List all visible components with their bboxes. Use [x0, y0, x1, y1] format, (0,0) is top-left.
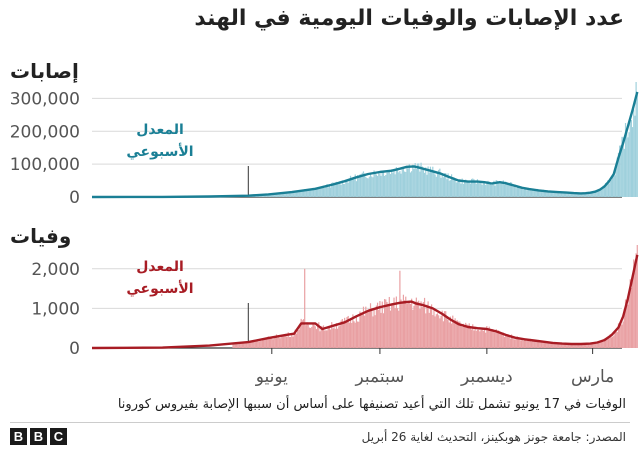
- y-tick-label: 100,000: [10, 155, 80, 175]
- weekly-average-line: [91, 254, 639, 350]
- chart-title: عدد الإصابات والوفيات اليومية في الهند: [194, 6, 624, 31]
- y-tick-label: 300,000: [10, 89, 80, 109]
- footnote: الوفيات في 17 يونيو تشمل تلك التي أعيد ت…: [117, 397, 626, 412]
- x-tick-label: يونيو: [255, 367, 288, 387]
- daily-bars: [232, 245, 638, 348]
- x-tick-label: ديسمبر: [460, 367, 513, 387]
- annotation-label: المعدل: [136, 122, 184, 138]
- annotation-label: الأسبوعي: [126, 143, 193, 160]
- bbc-logo-letter: B: [10, 428, 27, 445]
- weekly-average-line: [91, 91, 639, 199]
- x-axis: يونيو سبتمبر ديسمبر مارس: [255, 348, 614, 387]
- y-tick-label: 200,000: [10, 122, 80, 142]
- panel-title: إصابات: [10, 59, 79, 83]
- x-tick-label: سبتمبر: [354, 367, 404, 387]
- y-tick-label: 1,000: [31, 299, 80, 319]
- bbc-logo-letter: B: [30, 428, 47, 445]
- y-tick-label: 2,000: [31, 260, 80, 280]
- deaths-panel: 0 1,000 2,000 وفيات المعدل الأسبوعي: [10, 224, 639, 359]
- y-tick-label: 0: [69, 188, 80, 208]
- x-tick-label: مارس: [571, 367, 614, 387]
- y-tick-label: 0: [69, 339, 80, 359]
- panel-title: وفيات: [10, 224, 71, 248]
- source-note: المصدر: جامعة جونز هوبكينز، التحديث لغاي…: [361, 430, 626, 444]
- bbc-logo-letter: C: [50, 428, 67, 445]
- chart-canvas: 0 100,000 200,000 300,000 إصابات المعدل الأسبو…: [10, 59, 639, 387]
- bbc-logo: B B C: [10, 428, 67, 445]
- annotation-label: المعدل: [136, 259, 184, 275]
- footer-divider: [10, 422, 630, 423]
- daily-bars: [232, 82, 638, 197]
- cases-panel: 0 100,000 200,000 300,000 إصابات المعدل الأسبو…: [10, 59, 639, 208]
- annotation-label: الأسبوعي: [126, 280, 193, 297]
